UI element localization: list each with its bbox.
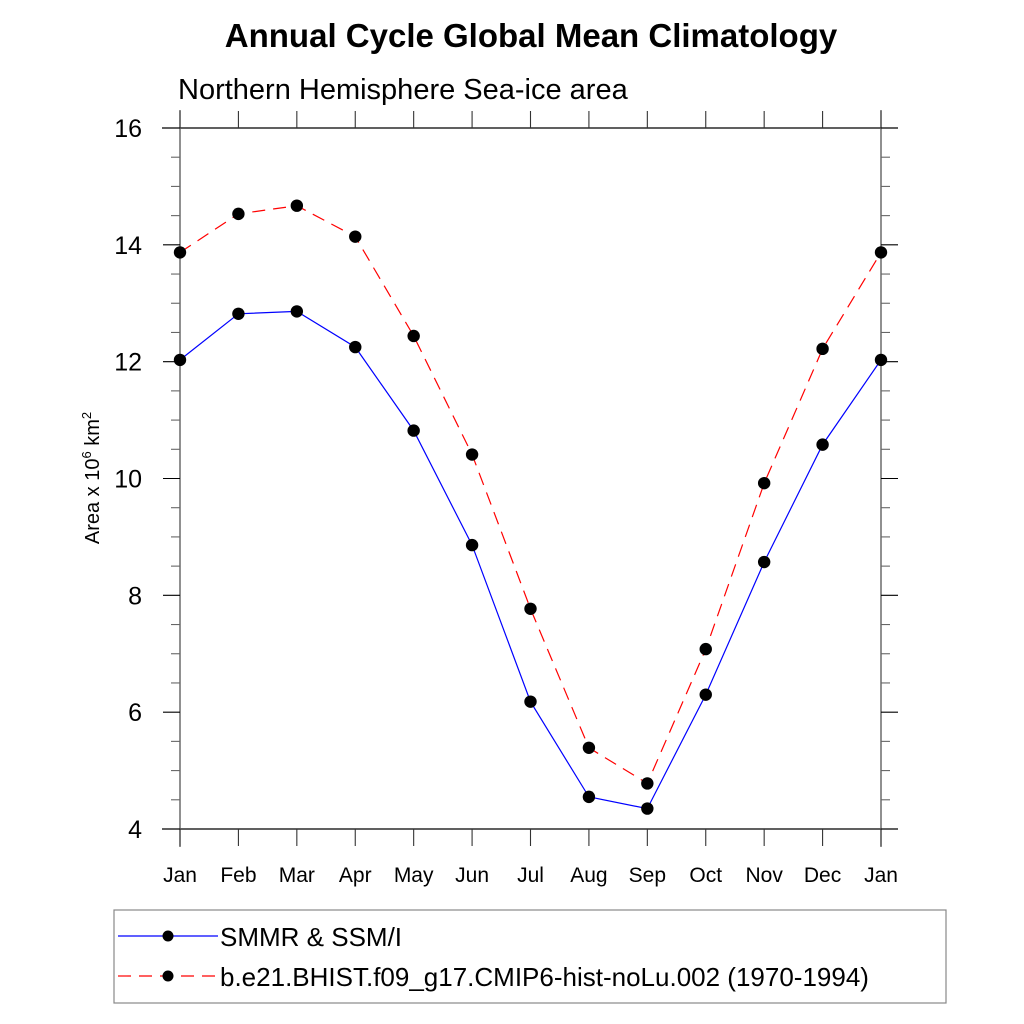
y-axis-label-exp: 6 xyxy=(79,451,94,458)
data-point xyxy=(582,790,596,804)
x-tick-label: Mar xyxy=(279,864,315,887)
x-tick-label: Nov xyxy=(745,864,783,887)
x-tick-label: Jan xyxy=(163,864,197,887)
y-axis-label-unit: km xyxy=(82,419,104,451)
series-line-0 xyxy=(179,310,882,810)
x-tick-label: Dec xyxy=(804,864,841,887)
y-axis-label-base: Area x 10 xyxy=(82,459,104,545)
y-tick-label: 6 xyxy=(128,699,142,727)
data-point xyxy=(641,802,654,815)
x-tick-label: Jul xyxy=(517,864,544,887)
data-point xyxy=(757,555,771,569)
data-point xyxy=(232,307,245,320)
chart-subtitle: Northern Hemisphere Sea-ice area xyxy=(178,74,629,106)
series-group xyxy=(173,199,888,815)
series-0 xyxy=(173,305,888,815)
x-tick-label: Feb xyxy=(220,864,256,887)
data-point xyxy=(874,246,888,259)
data-point xyxy=(465,538,479,552)
x-tick-label: Sep xyxy=(629,864,666,887)
x-tick-labels: Jan Feb Mar Apr May Jun Jul Aug Sep Oct Nov Dec Jan xyxy=(163,864,898,887)
data-point xyxy=(816,342,829,356)
data-point xyxy=(757,476,771,490)
x-tick-label: Jan xyxy=(864,864,898,887)
y-tick-labels: 4 6 8 10 12 14 16 xyxy=(114,115,142,844)
y-tick-label: 16 xyxy=(114,115,142,143)
axes xyxy=(162,110,898,847)
legend-label-1: b.e21.BHIST.f09_g17.CMIP6-hist-noLu.002 … xyxy=(220,962,869,992)
data-point xyxy=(524,602,537,615)
data-point xyxy=(699,642,712,656)
data-point xyxy=(465,448,479,461)
data-point xyxy=(349,340,362,354)
data-point xyxy=(582,741,596,755)
legend: SMMR & SSM/I b.e21.BHIST.f09_g17.CMIP6-h… xyxy=(113,909,947,1004)
data-point xyxy=(407,424,420,437)
x-tick-label: May xyxy=(394,864,434,887)
y-tick-label: 12 xyxy=(114,349,142,377)
legend-marker-1 xyxy=(162,970,174,982)
legend-box xyxy=(113,909,947,1004)
legend-item-0: SMMR & SSM/I xyxy=(118,922,402,952)
data-point xyxy=(407,329,420,343)
data-point xyxy=(173,246,187,259)
y-tick-label: 14 xyxy=(114,232,142,260)
legend-item-1: b.e21.BHIST.f09_g17.CMIP6-hist-noLu.002 … xyxy=(118,962,869,992)
legend-marker-0 xyxy=(162,930,174,942)
data-point xyxy=(290,199,304,212)
x-tick-label: Oct xyxy=(689,864,722,887)
legend-label-0: SMMR & SSM/I xyxy=(220,922,402,952)
y-axis-label: Area x 106 km2 xyxy=(79,412,104,544)
data-point xyxy=(699,688,712,701)
y-tick-label: 8 xyxy=(128,582,142,610)
data-point xyxy=(816,438,829,451)
x-tick-label: Jun xyxy=(455,864,489,887)
data-point xyxy=(290,305,304,318)
data-point xyxy=(232,207,245,221)
x-tick-label: Aug xyxy=(570,864,607,887)
data-point xyxy=(641,777,654,790)
data-point xyxy=(524,695,537,708)
y-tick-label: 10 xyxy=(114,466,142,494)
y-axis-label-unit-exp: 2 xyxy=(79,412,94,419)
chart-title: Annual Cycle Global Mean Climatology xyxy=(225,17,838,54)
x-tick-label: Apr xyxy=(339,864,372,887)
data-point xyxy=(349,230,362,243)
series-1 xyxy=(173,199,888,790)
data-point xyxy=(173,353,187,367)
y-tick-label: 4 xyxy=(128,816,142,844)
data-point xyxy=(874,353,888,367)
